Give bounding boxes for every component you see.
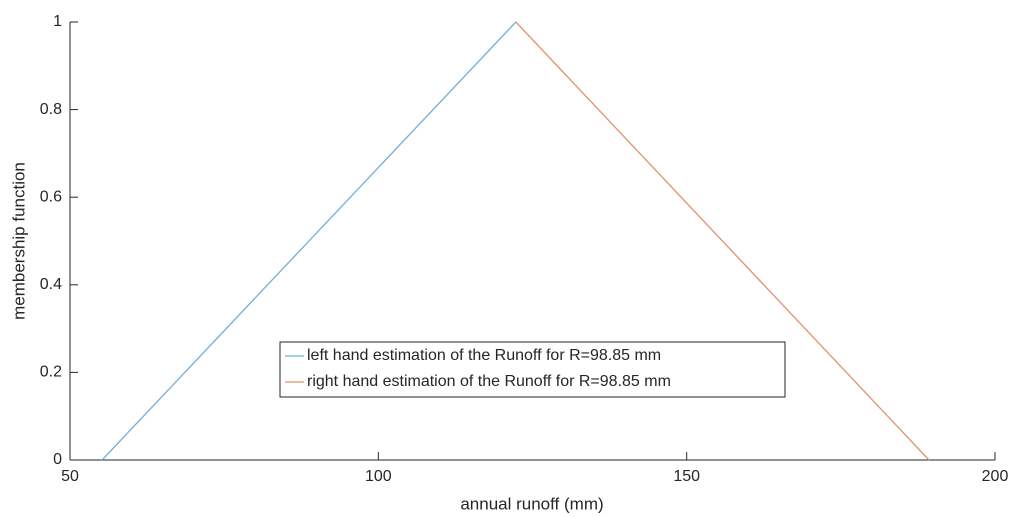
series-line xyxy=(515,21,930,461)
x-tick-label: 100 xyxy=(365,468,392,485)
x-tick-label: 150 xyxy=(673,468,700,485)
x-tick-label: 50 xyxy=(61,468,79,485)
y-tick-label: 0.6 xyxy=(40,188,62,205)
x-axis-label: annual runoff (mm) xyxy=(460,494,603,513)
y-tick-label: 0.2 xyxy=(40,364,62,381)
y-tick-label: 0 xyxy=(53,451,62,468)
legend-label: left hand estimation of the Runoff for R… xyxy=(307,347,661,364)
x-tick-label: 200 xyxy=(982,468,1009,485)
y-tick-label: 0.4 xyxy=(40,276,62,293)
legend-label: right hand estimation of the Runoff for … xyxy=(307,373,671,390)
series-line xyxy=(101,21,517,461)
y-tick-label: 0.8 xyxy=(40,101,62,118)
y-tick-label: 1 xyxy=(53,13,62,30)
y-axis-label: membership function xyxy=(9,162,28,320)
legend-box xyxy=(279,341,786,398)
